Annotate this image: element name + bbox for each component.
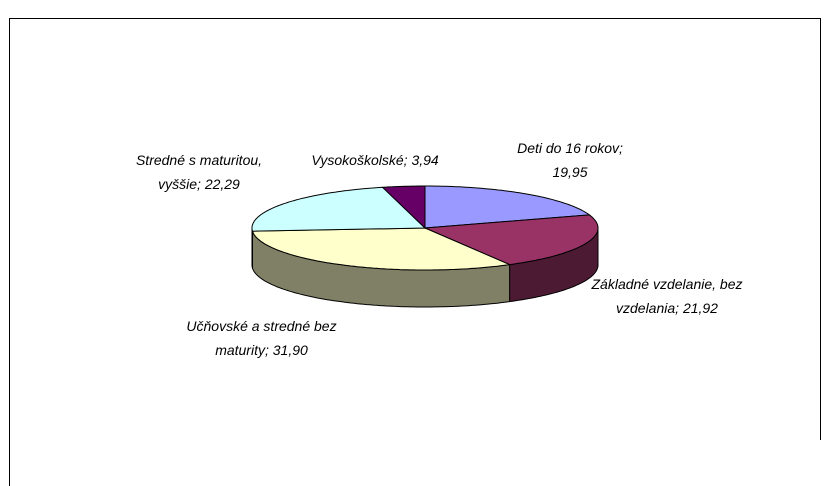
data-label: Stredné s maturitou, vyššie; 22,29 xyxy=(124,148,274,196)
label-separator: ; xyxy=(675,300,680,316)
pie-slice xyxy=(251,227,512,271)
data-label: Deti do 16 rokov; 19,95 xyxy=(500,136,640,184)
pie-slice xyxy=(424,214,599,266)
data-label: Základné vzdelanie, bez vzdelania; 21,92 xyxy=(583,272,751,320)
label-value: 3,94 xyxy=(411,152,439,168)
label-value: 21,92 xyxy=(682,300,718,316)
label-category: Stredné s maturitou, vyššie xyxy=(135,152,263,192)
label-category: Deti do 16 rokov xyxy=(517,140,620,156)
pie-tops xyxy=(251,185,599,271)
label-value: 31,90 xyxy=(272,342,308,358)
label-value: 19,95 xyxy=(552,164,588,180)
label-category: Vysokoškolské xyxy=(311,152,404,168)
label-separator: ; xyxy=(403,152,408,168)
label-separator: ; xyxy=(264,342,269,358)
data-label: Vysokoškolské; 3,94 xyxy=(275,148,475,172)
label-separator: ; xyxy=(619,140,623,156)
label-separator: ; xyxy=(197,176,201,192)
label-value: 22,29 xyxy=(204,176,240,192)
pie-side xyxy=(251,228,253,269)
pie-slice xyxy=(251,186,427,232)
data-label: Učňovské a stredné bez maturity; 31,90 xyxy=(184,314,339,362)
frame xyxy=(9,18,821,486)
pie-slice xyxy=(424,185,591,229)
label-category: Základné vzdelanie, bez vzdelania xyxy=(591,276,743,316)
label-category: Učňovské a stredné bez maturity xyxy=(186,318,337,358)
pie-slice xyxy=(381,185,426,230)
